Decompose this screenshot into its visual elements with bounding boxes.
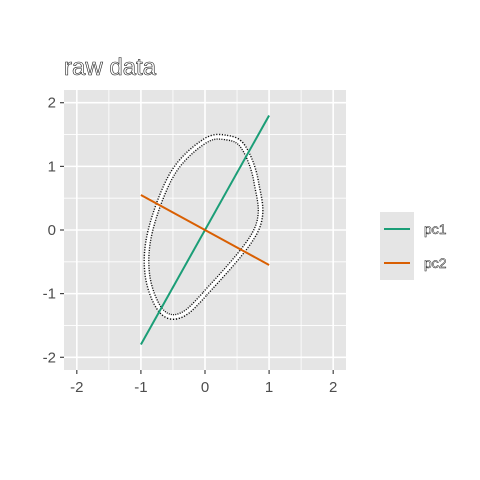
series-line-pc2	[140, 194, 270, 266]
chart-title: raw data	[64, 54, 157, 81]
axes-group: -2 -1 0 1 2 -2 -1 0 1 2	[43, 95, 338, 396]
x-tick-label: 0	[201, 379, 209, 396]
legend: pc1 pc2	[380, 212, 447, 280]
y-tick-label: 1	[48, 158, 56, 175]
x-tick-label: -1	[134, 379, 147, 396]
x-tick-label: -2	[70, 379, 83, 396]
y-tick-label: -1	[43, 286, 56, 303]
series-group	[140, 114, 270, 346]
legend-label-pc2: pc2	[424, 255, 447, 271]
legend-label-pc1: pc1	[424, 221, 447, 237]
plot-panel	[64, 90, 346, 370]
x-tick-label: 2	[329, 379, 337, 396]
x-tick-label: 1	[265, 379, 273, 396]
y-tick-label: 2	[48, 95, 56, 112]
y-tick-label: 0	[48, 222, 56, 239]
y-tick-label: -2	[43, 349, 56, 366]
